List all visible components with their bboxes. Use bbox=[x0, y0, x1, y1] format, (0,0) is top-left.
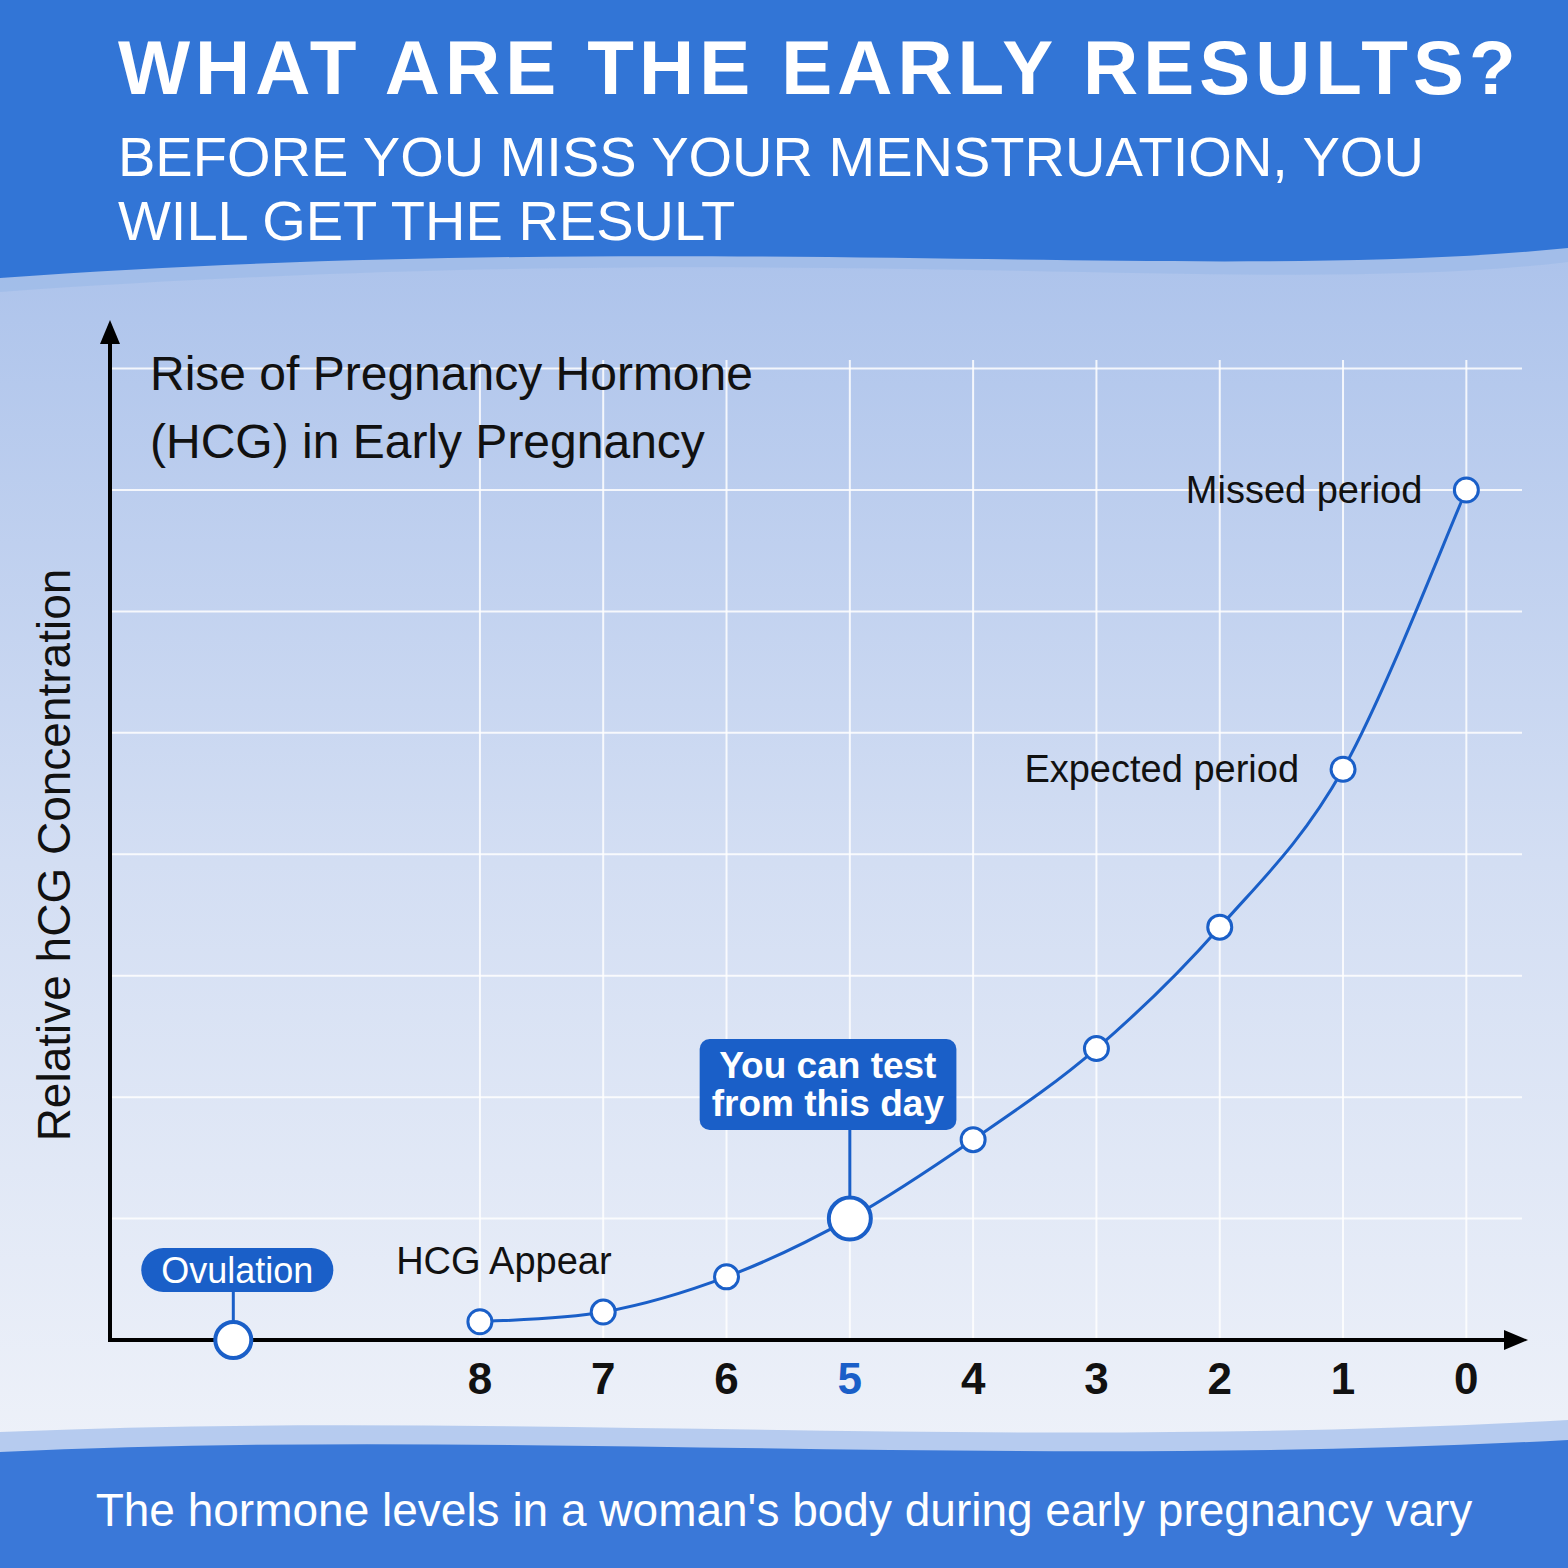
grid-line-y bbox=[110, 1339, 1522, 1341]
grid-line-x bbox=[1465, 360, 1467, 1340]
grid-line-x bbox=[849, 360, 851, 1340]
ovulation-point bbox=[215, 1322, 251, 1358]
x-tick-label: 5 bbox=[838, 1354, 862, 1403]
annotation-connector bbox=[232, 1292, 235, 1322]
x-tick-label: 1 bbox=[1331, 1354, 1355, 1403]
hcg-point bbox=[715, 1265, 739, 1289]
hcg-point bbox=[591, 1300, 615, 1324]
annotation-connector bbox=[848, 1130, 851, 1198]
header-subtitle: BEFORE YOU MISS YOUR MENSTRUATION, YOUWI… bbox=[118, 125, 1424, 252]
grid-line-y bbox=[110, 732, 1522, 734]
hcg-point bbox=[1208, 915, 1232, 939]
hcg-point bbox=[1454, 478, 1478, 502]
annotation-label: Ovulation bbox=[161, 1250, 313, 1291]
y-axis bbox=[108, 330, 112, 1342]
grid-line-y bbox=[110, 610, 1522, 612]
hcg-point bbox=[961, 1128, 985, 1152]
text-line: BEFORE YOU MISS YOUR MENSTRUATION, YOU bbox=[118, 125, 1424, 188]
x-tick-label: 4 bbox=[961, 1354, 986, 1403]
chart-root: WHAT ARE THE EARLY RESULTS? BEFORE YOU MI… bbox=[0, 0, 1568, 1568]
annotation-label: Expected period bbox=[1024, 748, 1299, 790]
hcg-point bbox=[1084, 1037, 1108, 1061]
text-line: (HCG) in Early Pregnancy bbox=[150, 415, 705, 468]
footer-band bbox=[0, 1440, 1568, 1568]
grid-line-x bbox=[972, 360, 974, 1340]
grid bbox=[110, 360, 1522, 1340]
footer-wave bbox=[0, 1420, 1568, 1568]
annotation-label: HCG Appear bbox=[396, 1240, 612, 1282]
hcg-point bbox=[1331, 757, 1355, 781]
plot-data bbox=[215, 478, 1478, 1358]
text-line: WILL GET THE RESULT bbox=[118, 189, 735, 252]
grid-line-x bbox=[602, 360, 604, 1340]
background bbox=[0, 0, 1568, 1568]
annotation-pill bbox=[141, 1248, 333, 1292]
x-tick-label: 0 bbox=[1454, 1354, 1478, 1403]
text-line: You can test bbox=[719, 1045, 936, 1086]
footer-text: The hormone levels in a woman's body dur… bbox=[96, 1484, 1473, 1536]
grid-line-y bbox=[110, 1218, 1522, 1220]
grid-line-y bbox=[110, 975, 1522, 977]
y-axis-title: Relative hCG Concentration bbox=[28, 569, 80, 1142]
x-axis bbox=[110, 1338, 1518, 1342]
grid-line-x bbox=[1095, 360, 1097, 1340]
x-axis-arrow bbox=[1504, 1330, 1528, 1350]
y-axis-arrow bbox=[100, 320, 120, 344]
annotation-label: Missed period bbox=[1186, 469, 1423, 511]
grid-line-x bbox=[479, 360, 481, 1340]
x-tick-label: 7 bbox=[591, 1354, 615, 1403]
chart-title: Rise of Pregnancy Hormone (HCG) in Early … bbox=[150, 347, 753, 468]
annotations: Ovulation HCG Appear You can testfrom this… bbox=[141, 469, 1422, 1322]
text-line: from this day bbox=[712, 1083, 945, 1124]
header-wave bbox=[0, 0, 1568, 292]
header-title: WHAT ARE THE EARLY RESULTS? bbox=[118, 25, 1521, 110]
header-band bbox=[0, 0, 1568, 278]
text-line: Rise of Pregnancy Hormone bbox=[150, 347, 753, 400]
x-tick-label: 2 bbox=[1207, 1354, 1231, 1403]
test-day-point bbox=[829, 1198, 871, 1240]
x-tick-label: 3 bbox=[1084, 1354, 1108, 1403]
hcg-line bbox=[480, 490, 1466, 1322]
grid-line-y bbox=[110, 853, 1522, 855]
x-tick-label: 8 bbox=[468, 1354, 492, 1403]
x-tick-label: 6 bbox=[714, 1354, 738, 1403]
annotation-label: You can testfrom this day bbox=[712, 1045, 945, 1124]
grid-line-x bbox=[726, 360, 728, 1340]
annotation-box bbox=[700, 1039, 957, 1130]
hcg-point bbox=[468, 1310, 492, 1334]
